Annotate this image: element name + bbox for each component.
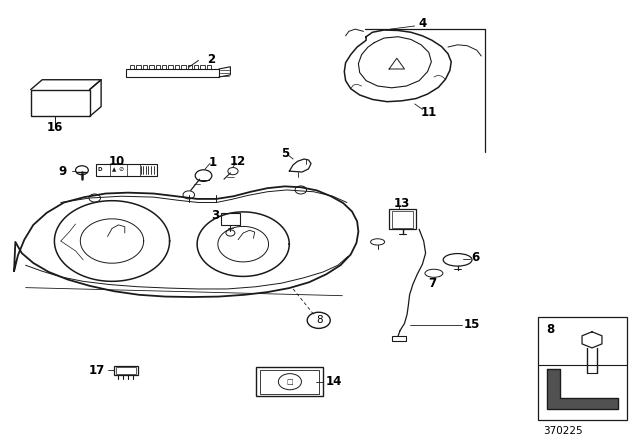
- Text: 10: 10: [108, 155, 125, 168]
- Bar: [392, 211, 413, 228]
- Bar: [188, 65, 192, 69]
- Text: 8: 8: [317, 315, 323, 325]
- Text: 2: 2: [207, 52, 215, 66]
- Text: D: D: [98, 167, 102, 172]
- Text: ▲: ▲: [112, 167, 116, 172]
- Bar: [392, 336, 406, 341]
- Text: 1: 1: [209, 155, 217, 169]
- Bar: [96, 164, 157, 176]
- Bar: [221, 213, 240, 225]
- Bar: [114, 366, 138, 375]
- Text: 4: 4: [419, 17, 426, 30]
- Text: 8: 8: [547, 323, 554, 336]
- Text: □: □: [287, 379, 293, 385]
- Bar: [31, 90, 90, 116]
- Text: ⊘: ⊘: [118, 167, 124, 172]
- Text: 3: 3: [212, 209, 220, 223]
- Bar: [260, 370, 319, 394]
- Text: 12: 12: [230, 155, 246, 168]
- Bar: [116, 367, 136, 374]
- Bar: [126, 69, 219, 77]
- Bar: [130, 65, 134, 69]
- Bar: [207, 65, 211, 69]
- Polygon shape: [547, 369, 618, 409]
- Bar: [136, 65, 141, 69]
- Bar: [149, 65, 154, 69]
- Bar: [181, 65, 186, 69]
- Bar: [143, 65, 147, 69]
- Bar: [389, 209, 416, 229]
- Bar: [256, 367, 323, 396]
- Text: 13: 13: [394, 197, 410, 211]
- Bar: [168, 65, 173, 69]
- Text: 6: 6: [471, 251, 479, 264]
- Bar: [538, 317, 627, 420]
- Text: 14: 14: [326, 375, 342, 388]
- Bar: [200, 65, 205, 69]
- Bar: [156, 65, 160, 69]
- Bar: [194, 65, 198, 69]
- Text: 11: 11: [420, 105, 437, 119]
- Text: 7: 7: [428, 276, 436, 290]
- Text: 370225: 370225: [543, 426, 583, 436]
- Text: 16: 16: [47, 121, 63, 134]
- Text: 9: 9: [59, 164, 67, 178]
- Bar: [175, 65, 179, 69]
- Bar: [162, 65, 166, 69]
- Text: 15: 15: [464, 318, 481, 332]
- Text: 17: 17: [89, 364, 106, 377]
- Text: 5: 5: [282, 146, 289, 160]
